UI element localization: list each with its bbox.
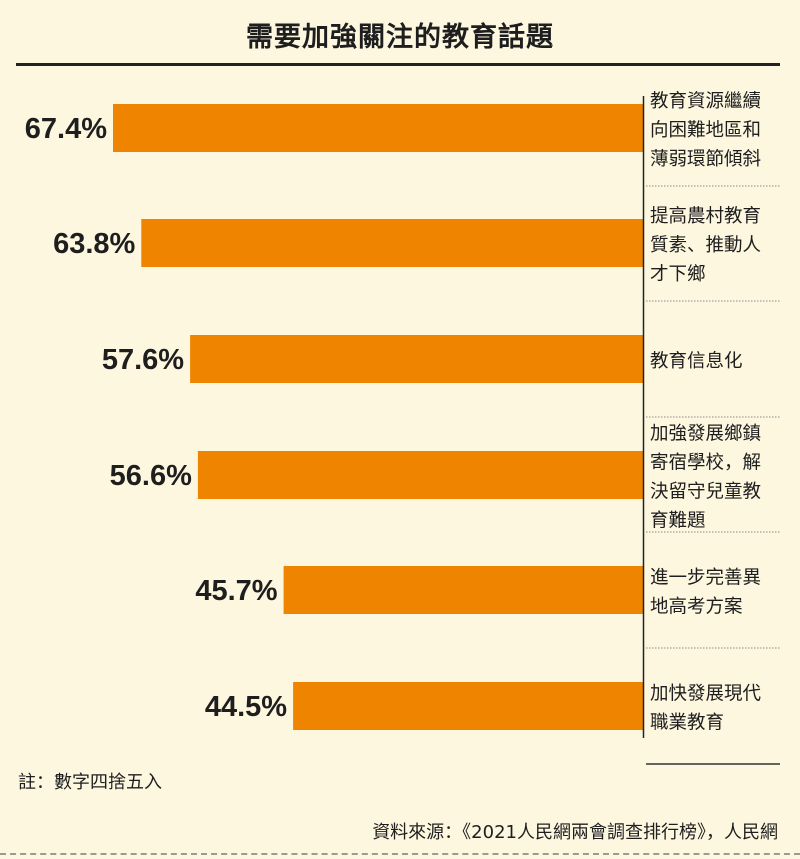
category-label: 加強發展鄉鎮寄宿學校，解決留守兒童教育難題 <box>650 424 761 532</box>
bar <box>113 104 643 152</box>
category-label: 提高農村教育質素、推動人才下鄉 <box>650 206 761 285</box>
bar <box>283 566 643 614</box>
chart-title: 需要加強關注的教育話題 <box>246 22 554 53</box>
value-label: 44.5% <box>205 691 287 723</box>
bottom-divider <box>0 853 800 855</box>
value-label: 45.7% <box>195 575 277 607</box>
category-label: 教育資源繼續向困難地區和薄弱環節傾斜 <box>650 91 761 170</box>
value-label: 63.8% <box>53 228 135 260</box>
bar <box>190 335 643 383</box>
footnote: 註：數字四捨五入 <box>18 772 162 793</box>
bar <box>141 219 644 267</box>
category-label: 進一步完善異地高考方案 <box>650 568 761 618</box>
bar <box>293 682 643 730</box>
value-label: 57.6% <box>102 344 184 376</box>
source-credit: 資料來源：《2021人民網兩會調查排行榜》，人民網 <box>372 822 778 843</box>
category-label: 加快發展現代職業教育 <box>650 684 762 734</box>
value-label: 67.4% <box>25 113 107 145</box>
title-divider <box>16 63 780 66</box>
value-label: 56.6% <box>110 460 192 492</box>
bar <box>197 451 643 499</box>
category-label: 教育信息化 <box>650 351 743 372</box>
